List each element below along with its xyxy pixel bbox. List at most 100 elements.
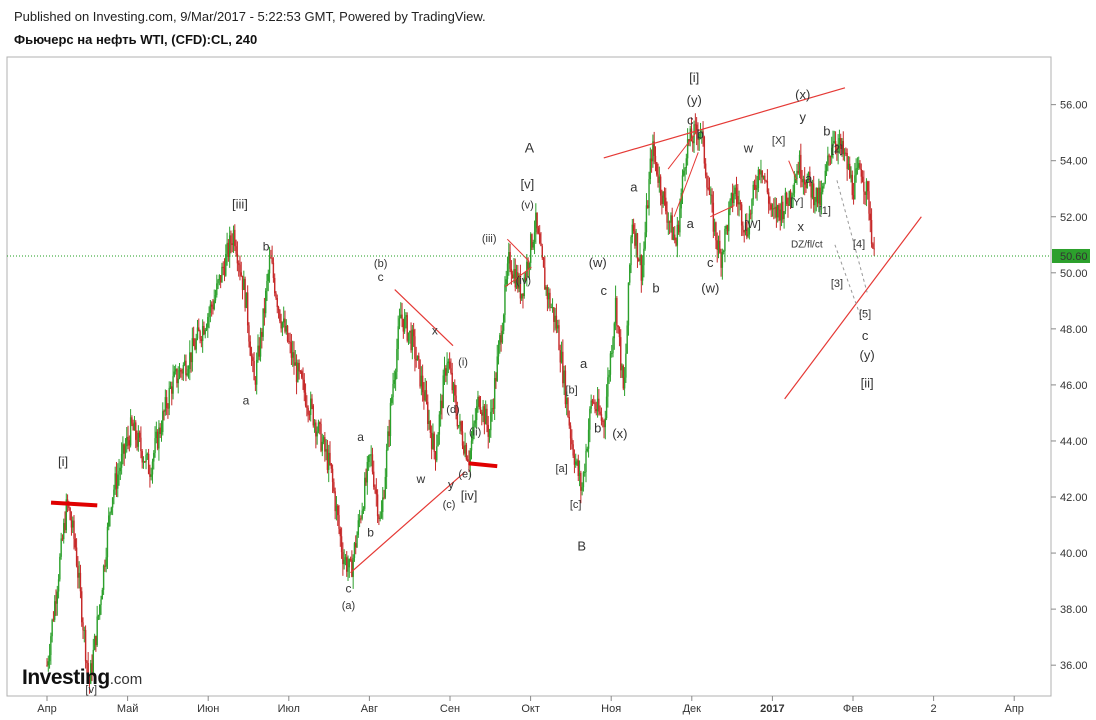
trendline[interactable] bbox=[673, 152, 699, 217]
candle-body bbox=[113, 489, 115, 498]
candle-body bbox=[699, 132, 702, 134]
horizontal-level-bar[interactable] bbox=[50, 500, 98, 508]
trendline[interactable] bbox=[603, 87, 846, 159]
candle-body bbox=[105, 557, 107, 567]
candle-body bbox=[584, 472, 586, 473]
candle-body bbox=[369, 454, 371, 457]
candle-body bbox=[564, 370, 567, 405]
candle-body bbox=[267, 273, 269, 281]
candle-body bbox=[151, 461, 154, 475]
wave-label: (e) bbox=[458, 468, 471, 480]
wave-label: (iv) bbox=[516, 275, 531, 287]
candle-body bbox=[235, 246, 237, 254]
trendline[interactable] bbox=[504, 266, 532, 288]
candle-body bbox=[776, 205, 779, 218]
candle-body bbox=[222, 266, 224, 269]
candle-body bbox=[864, 191, 866, 195]
trendline[interactable] bbox=[667, 129, 699, 170]
candle-body bbox=[734, 187, 736, 195]
candle-body bbox=[339, 528, 341, 537]
candle-body bbox=[290, 342, 293, 358]
candle-body bbox=[639, 255, 641, 262]
wave-label: b bbox=[697, 126, 704, 141]
candle-body bbox=[438, 414, 441, 435]
candle-body bbox=[56, 591, 58, 604]
candle-body bbox=[70, 519, 73, 528]
candle-body bbox=[702, 131, 704, 137]
candle-body bbox=[110, 507, 113, 513]
wave-label: w bbox=[416, 472, 426, 486]
wave-label: c bbox=[601, 283, 608, 298]
wave-label: c bbox=[687, 112, 694, 127]
wave-label: (d) bbox=[446, 404, 459, 416]
trendline[interactable] bbox=[788, 160, 798, 181]
candle-body bbox=[590, 400, 592, 409]
candle-body bbox=[398, 318, 401, 327]
candle-body bbox=[430, 432, 433, 449]
candle-body bbox=[717, 240, 720, 251]
candle-body bbox=[816, 187, 819, 204]
candle-body bbox=[428, 421, 430, 424]
candle-body bbox=[623, 377, 626, 389]
candle-body bbox=[563, 370, 565, 384]
candle-body bbox=[785, 192, 788, 204]
trendline[interactable] bbox=[784, 216, 922, 400]
candle-body bbox=[620, 337, 622, 371]
candle-body bbox=[312, 405, 314, 426]
candle-body bbox=[863, 182, 865, 192]
y-tick-label: 56.00 bbox=[1060, 100, 1088, 112]
trendline[interactable] bbox=[710, 205, 735, 218]
candle-body bbox=[119, 467, 122, 472]
candle-body bbox=[92, 649, 95, 673]
candle-body bbox=[415, 358, 417, 361]
candle-body bbox=[400, 314, 402, 319]
candle-body bbox=[825, 165, 828, 171]
candle-body bbox=[626, 325, 628, 354]
candle-body bbox=[421, 375, 424, 393]
candle-body bbox=[562, 351, 564, 384]
candle-body bbox=[775, 206, 778, 218]
candle-body bbox=[360, 518, 362, 520]
candle-body bbox=[181, 371, 183, 374]
candle-body bbox=[854, 175, 856, 200]
candle-body bbox=[396, 349, 398, 372]
trendlines bbox=[50, 87, 922, 574]
candle-body bbox=[484, 408, 487, 425]
candle-body bbox=[724, 228, 726, 251]
wave-label: (x) bbox=[612, 426, 627, 441]
candle-body bbox=[144, 461, 146, 463]
candle-body bbox=[553, 307, 555, 322]
candle-body bbox=[791, 195, 793, 200]
candle-body bbox=[405, 315, 407, 317]
candle-body bbox=[456, 413, 459, 427]
candle-body bbox=[580, 472, 582, 491]
trendline[interactable] bbox=[350, 471, 466, 574]
trendline[interactable] bbox=[506, 238, 530, 262]
candle-body bbox=[82, 622, 84, 631]
candle-body bbox=[665, 197, 667, 212]
candle-body bbox=[722, 250, 725, 252]
candle-body bbox=[204, 329, 206, 335]
candle-body bbox=[388, 431, 390, 437]
candle-body bbox=[382, 497, 384, 513]
candle-body bbox=[162, 411, 164, 433]
wave-label: [5] bbox=[859, 309, 871, 321]
candle-body bbox=[231, 243, 233, 245]
candle-body bbox=[123, 444, 125, 454]
candle-body bbox=[497, 344, 500, 357]
wave-label: (w) bbox=[589, 255, 607, 270]
candle-body bbox=[589, 408, 591, 430]
candle-body bbox=[120, 453, 123, 468]
candle-body bbox=[587, 429, 590, 449]
candle-body bbox=[357, 520, 360, 535]
candle-body bbox=[441, 400, 443, 409]
candle-body bbox=[459, 421, 461, 426]
candle-body bbox=[366, 461, 369, 483]
wave-label: y bbox=[448, 478, 454, 492]
candle-body bbox=[279, 309, 281, 322]
horizontal-level-bar[interactable] bbox=[468, 461, 498, 469]
trendline[interactable] bbox=[394, 289, 454, 347]
candle-body bbox=[425, 390, 428, 402]
candle-body bbox=[411, 329, 414, 351]
